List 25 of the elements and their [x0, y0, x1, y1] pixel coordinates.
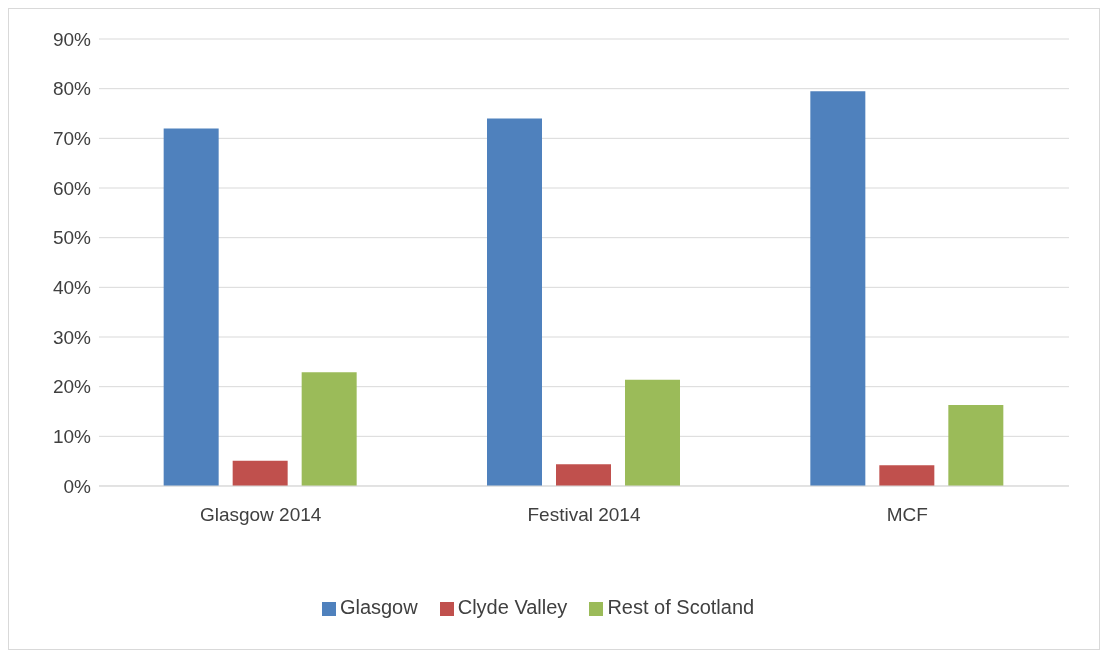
- y-tick-label: 70%: [52, 128, 92, 150]
- bar: [810, 91, 866, 486]
- legend-label: Clyde Valley: [457, 596, 568, 618]
- bar: [625, 379, 680, 486]
- y-tick-label: 20%: [52, 376, 92, 398]
- x-tick-label: Glasgow 2014: [199, 504, 322, 526]
- y-tick-label: 60%: [52, 177, 92, 199]
- bar: [556, 464, 611, 486]
- bar: [948, 405, 1004, 486]
- y-tick-label: 90%: [52, 28, 92, 50]
- bar: [232, 460, 288, 486]
- y-tick-label: 40%: [52, 277, 92, 299]
- bar: [879, 465, 935, 486]
- legend-label: Rest of Scotland: [607, 596, 755, 618]
- bar: [301, 372, 357, 486]
- y-tick-label: 50%: [52, 227, 92, 249]
- y-tick-label: 0%: [63, 475, 92, 497]
- y-tick-label: 30%: [52, 326, 92, 348]
- legend-label: Glasgow: [339, 596, 418, 618]
- bar: [487, 118, 542, 486]
- x-tick-label: MCF: [886, 504, 928, 526]
- x-tick-label: Festival 2014: [527, 504, 641, 526]
- y-tick-label: 80%: [52, 78, 92, 100]
- bar: [163, 128, 219, 486]
- y-tick-label: 10%: [52, 426, 92, 448]
